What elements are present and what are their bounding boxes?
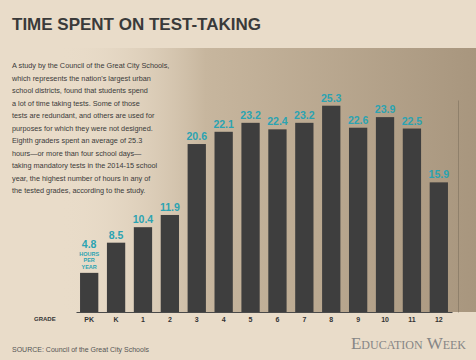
x-tick-label: 3 [195, 316, 199, 323]
bar [188, 144, 206, 312]
data-label: 23.2 [240, 109, 261, 121]
x-tick: PK [84, 316, 94, 323]
x-tick: 10 [381, 316, 389, 323]
bar [295, 123, 313, 312]
data-label: 23.9 [375, 103, 396, 115]
bar [376, 117, 394, 312]
x-tick: 11 [408, 316, 416, 323]
x-tick-label: 1 [141, 316, 145, 323]
bar [268, 129, 286, 312]
x-axis-line [77, 312, 453, 313]
background [0, 0, 476, 360]
description-line: which represents the nation's largest ur… [11, 74, 151, 83]
bar [349, 128, 367, 312]
annotation: HOURSPERYEAR [79, 251, 99, 270]
bar [403, 129, 421, 312]
description-line: purposes for which they were not designe… [12, 124, 153, 133]
description-line: school districts, found that students sp… [12, 86, 148, 95]
x-tick: 12 [435, 316, 443, 323]
x-tick: 2 [168, 316, 172, 323]
description-line: a lot of time taking tests. Some of thos… [12, 99, 140, 108]
description: A study by the Council of the Great City… [11, 61, 169, 195]
bars [80, 106, 448, 312]
x-tick: 6 [275, 316, 279, 323]
bar [241, 123, 259, 312]
bar [430, 182, 448, 312]
description-line: Eighth graders spent an average of 25.3 [12, 136, 142, 145]
x-tick-label: 10 [381, 316, 389, 323]
bar [134, 227, 152, 312]
x-axis: PKK123456789101112 [77, 313, 453, 323]
description-line: A study by the Council of the Great City… [12, 61, 169, 70]
x-tick: 8 [329, 316, 333, 323]
x-tick: K [114, 316, 119, 323]
y-axis-line [458, 101, 459, 313]
x-tick-label: 4 [222, 316, 226, 323]
x-tick: 3 [195, 316, 199, 323]
x-tick-label: 11 [408, 316, 416, 323]
x-tick-label: 8 [329, 316, 333, 323]
x-tick: 5 [249, 316, 253, 323]
description-line: tests are redundant, and others are used… [12, 111, 155, 120]
x-tick-label: 5 [249, 316, 253, 323]
title: TIME SPENT ON TEST-TAKING [12, 15, 261, 34]
data-label: 22.6 [348, 114, 369, 126]
data-label: 10.4 [133, 213, 154, 225]
bar [80, 273, 98, 312]
y-axis [458, 101, 459, 313]
publisher: Education Week [351, 334, 466, 353]
x-tick: 7 [302, 316, 306, 323]
x-tick-label: K [114, 316, 119, 323]
x-tick-label: 9 [356, 316, 360, 323]
data-label: 20.6 [187, 130, 208, 142]
data-label: 15.9 [429, 168, 450, 180]
x-tick: 1 [141, 316, 145, 323]
bar [161, 215, 179, 312]
data-label: 4.8 [82, 238, 97, 250]
data-labels: HOURSPERYEAR4.8 8.5 10.4 11.9 20.6 22.1 23.2 22… [79, 92, 449, 270]
data-label: 11.9 [160, 201, 180, 213]
x-tick-label: 7 [302, 316, 306, 323]
x-tick: 4 [222, 316, 226, 323]
description-line: hours—or more than four school days— [12, 149, 142, 158]
bar [215, 132, 233, 312]
data-label: 22.5 [402, 115, 423, 127]
source: SOURCE: Council of the Great City School… [12, 346, 149, 354]
x-tick-label: 12 [435, 316, 443, 323]
x-axis-title: GRADE [34, 316, 56, 322]
description-line: taking mandatory tests in the 2014-15 sc… [12, 161, 158, 170]
description-line: year, the highest number of hours in any… [12, 174, 151, 183]
x-tick-label: PK [84, 316, 94, 323]
data-label: 8.5 [109, 229, 124, 241]
data-label: 25.3 [321, 92, 342, 104]
data-label: 22.1 [213, 118, 234, 130]
description-line: the tested grades, according to the stud… [12, 186, 145, 195]
x-tick-label: 6 [275, 316, 279, 323]
bar [107, 243, 125, 312]
x-tick: 9 [356, 316, 360, 323]
data-label: 23.2 [294, 109, 315, 121]
x-tick-label: 2 [168, 316, 172, 323]
bar [322, 106, 340, 312]
chart: TIME SPENT ON TEST-TAKING A study by the … [0, 0, 476, 360]
data-label: 22.4 [267, 115, 288, 127]
